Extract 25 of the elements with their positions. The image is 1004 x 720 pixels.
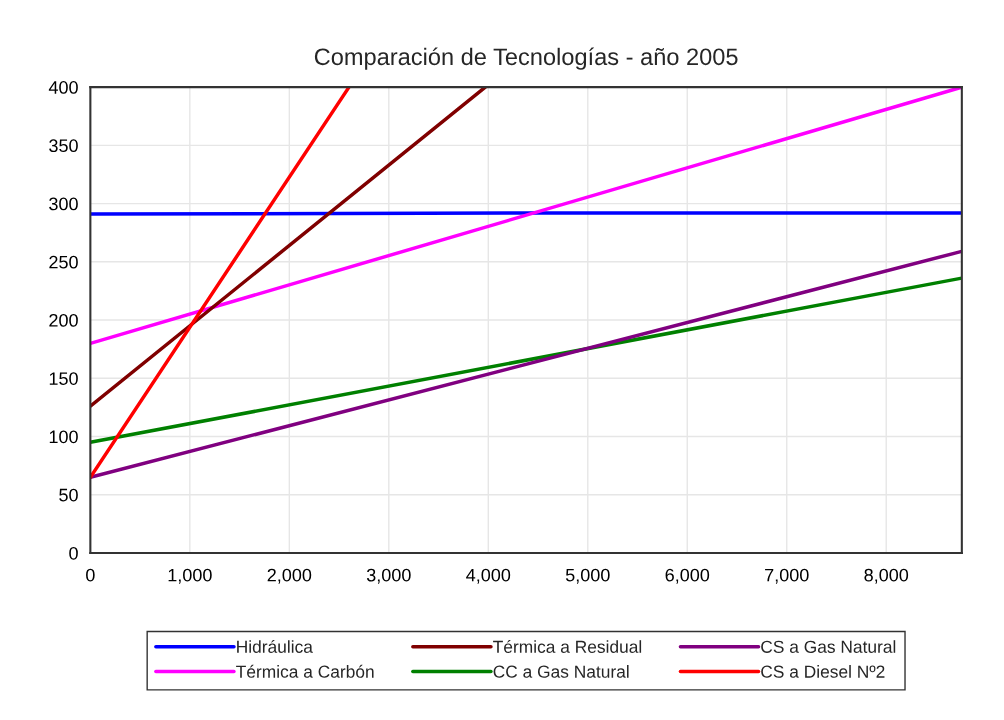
y-tick-label: 50 [59, 488, 78, 502]
x-tick-label: 5,000 [565, 568, 610, 584]
y-tick-label: 400 [48, 81, 78, 94]
x-tick-label: 6,000 [665, 568, 710, 584]
legend-label: CS a Diesel Nº2 [761, 665, 885, 678]
legend-label: Hidráulica [237, 639, 313, 653]
y-tick-label: 250 [49, 255, 78, 269]
x-tick-label: 7,000 [765, 568, 809, 584]
x-tick-label: 3,000 [366, 568, 411, 584]
legend-label: Térmica a Carbón [236, 664, 374, 678]
y-tick-label: 350 [49, 139, 78, 153]
x-tick-label: 0 [86, 568, 95, 582]
legend-label: CC a Gas Natural [493, 665, 629, 678]
y-tick-label: 0 [69, 546, 78, 560]
chart-title: Comparación de Tecnologías - año 2005 [314, 47, 738, 70]
y-tick-label: 200 [49, 313, 78, 327]
legend-label: Térmica a Residual [493, 639, 642, 653]
y-tick-label: 100 [49, 430, 78, 444]
legend-label: CS a Gas Natural [761, 640, 896, 653]
x-tick-label: 1,000 [168, 568, 212, 584]
x-tick-label: 8,000 [864, 568, 909, 584]
y-tick-label: 150 [49, 372, 78, 385]
y-tick-label: 300 [49, 197, 78, 211]
x-tick-label: 2,000 [267, 568, 312, 584]
x-tick-label: 4,000 [466, 568, 511, 584]
